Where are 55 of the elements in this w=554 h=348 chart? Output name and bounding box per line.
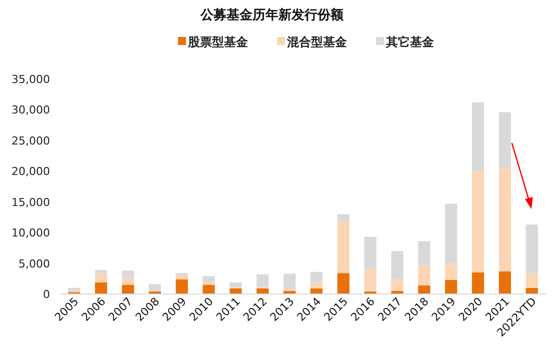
y-tick-label: 35,000 (12, 73, 50, 86)
bar (526, 274, 538, 288)
legend-label: 混合型基金 (286, 35, 348, 49)
y-tick-label: 5,000 (18, 257, 50, 270)
y-tick-label: 20,000 (12, 165, 50, 178)
bar (310, 282, 323, 288)
y-tick-label: 30,000 (12, 104, 50, 117)
y-tick-label: 15,000 (12, 196, 50, 209)
bar (337, 220, 350, 274)
bar (418, 265, 430, 286)
bar (176, 273, 188, 276)
legend-label: 股票型基金 (187, 35, 249, 49)
legend-label: 其它基金 (385, 35, 435, 49)
bar (230, 282, 242, 288)
bar (122, 284, 134, 294)
bar (472, 171, 484, 272)
bar (202, 284, 215, 294)
bar (445, 280, 458, 294)
bar (176, 279, 188, 294)
bar (310, 272, 323, 282)
y-tick-label: 10,000 (12, 226, 50, 240)
bar (472, 102, 484, 172)
bar (391, 278, 404, 291)
bar (122, 270, 134, 279)
bar (498, 112, 511, 168)
bar (364, 269, 376, 292)
bar (202, 282, 215, 285)
bar (95, 282, 108, 294)
bar (148, 284, 161, 291)
bar (445, 204, 458, 264)
bar (472, 272, 484, 294)
bar (256, 288, 269, 294)
bar (256, 274, 269, 288)
bar (230, 288, 242, 294)
y-tick-label: 0 (43, 288, 50, 301)
bar (337, 214, 350, 221)
bar (337, 273, 350, 294)
bar (202, 276, 215, 282)
bar (498, 271, 511, 294)
bar (95, 274, 108, 282)
bar (445, 263, 458, 280)
bar (95, 270, 108, 274)
bar (122, 278, 134, 285)
bar (364, 236, 376, 270)
bar (498, 168, 511, 272)
bar (283, 274, 296, 290)
bar (310, 288, 323, 294)
y-tick-label: 25,000 (12, 134, 50, 148)
bar (418, 285, 430, 294)
bar (418, 241, 430, 266)
bar (391, 251, 404, 279)
bar (68, 288, 80, 292)
bar (176, 276, 188, 280)
bar (526, 224, 538, 274)
chart-title: 公募基金历年新发行份额 (200, 7, 344, 23)
